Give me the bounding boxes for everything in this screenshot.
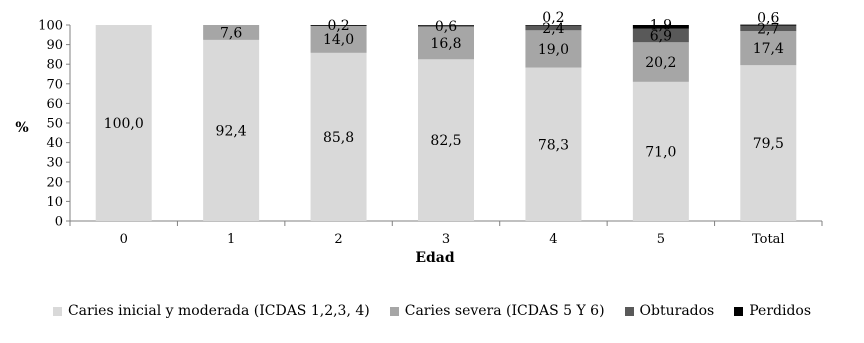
bar-segment — [632, 42, 689, 82]
y-tick-label: 90 — [46, 38, 63, 53]
data-label: 100,0 — [104, 116, 144, 132]
data-label: 0,6 — [435, 19, 457, 35]
data-label: 2,7 — [757, 21, 779, 37]
bar-segment — [525, 25, 582, 26]
x-tick-label: 3 — [442, 232, 450, 247]
bar-segment — [310, 25, 367, 53]
y-tick-label: 80 — [46, 58, 63, 73]
bar-segment — [310, 25, 367, 26]
legend-item: Perdidos — [734, 303, 811, 319]
bars — [95, 24, 797, 222]
data-label: 16,8 — [430, 36, 461, 52]
chart-legend: Caries inicial y moderada (ICDAS 1,2,3, … — [0, 297, 864, 325]
bar-segment — [740, 24, 797, 26]
x-tick-label: 1 — [227, 232, 235, 247]
data-label: 78,3 — [538, 137, 569, 153]
legend-item: Caries severa (ICDAS 5 Y 6) — [389, 303, 605, 319]
y-axis-title: % — [15, 120, 28, 136]
bar-segment — [740, 31, 797, 66]
legend-label: Obturados — [639, 303, 715, 319]
bar-segment — [418, 25, 474, 27]
bar-segment — [95, 25, 152, 221]
data-label: 2,4 — [542, 21, 564, 37]
y-axis: 0 10 20 30 40 50 60 70 80 90 100 — [38, 19, 71, 230]
legend-item: Obturados — [624, 303, 715, 319]
legend-label: Caries severa (ICDAS 5 Y 6) — [404, 303, 605, 319]
x-tick-label: 0 — [120, 232, 128, 247]
legend-swatch — [52, 306, 62, 316]
y-tick-label: 100 — [38, 19, 63, 34]
bar-segment — [525, 30, 582, 68]
bar-segment — [632, 28, 689, 43]
data-label: 79,5 — [753, 136, 784, 152]
y-tick-label: 60 — [46, 97, 63, 112]
legend-label: Perdidos — [749, 303, 812, 319]
legend-swatch — [389, 306, 399, 316]
bar-segment — [418, 59, 474, 221]
data-label: 20,2 — [645, 55, 676, 71]
data-label: 85,8 — [323, 130, 354, 146]
y-tick-label: 70 — [46, 77, 63, 92]
y-tick-label: 50 — [46, 117, 63, 132]
stacked-bar-chart: 0 10 20 30 40 50 60 70 80 90 100 0 1 2 3 4 5 Total 100,0… — [15, 10, 823, 266]
bar-segment — [740, 65, 797, 222]
legend-swatch — [624, 306, 634, 316]
legend-swatch — [734, 306, 744, 316]
x-axis: 0 1 2 3 4 5 Total — [69, 220, 823, 247]
x-axis-title: Edad — [415, 250, 455, 266]
x-tick-label: 4 — [549, 232, 557, 247]
y-tick-label: 40 — [46, 136, 63, 151]
data-label: 6,9 — [650, 28, 672, 44]
bar-segment — [525, 25, 582, 31]
data-label: 1,9 — [650, 17, 672, 33]
bar-segment — [740, 25, 797, 32]
data-label: 0,2 — [542, 10, 564, 26]
data-label: 14,0 — [323, 32, 354, 48]
bar-labels: 100,0 92,47,685,814,00,282,516,80,678,319… — [104, 10, 784, 160]
y-tick-label: 10 — [46, 195, 63, 210]
x-tick-label: 5 — [657, 232, 665, 247]
x-tick-label: Total — [752, 232, 785, 247]
data-label: 19,0 — [538, 42, 569, 58]
data-label: 17,4 — [753, 41, 784, 57]
data-label: 71,0 — [645, 144, 676, 160]
data-label: 92,4 — [216, 123, 247, 139]
data-label: 0,2 — [327, 18, 349, 34]
bar-segment — [525, 67, 582, 221]
bar-segment — [632, 25, 689, 29]
y-tick-label: 20 — [46, 175, 63, 190]
bar-segment — [203, 39, 260, 222]
legend-label: Caries inicial y moderada (ICDAS 1,2,3, … — [67, 303, 370, 319]
y-tick-label: 0 — [55, 215, 63, 230]
x-tick-label: 2 — [334, 232, 342, 247]
y-tick-label: 30 — [46, 156, 63, 171]
data-label: 82,5 — [430, 133, 461, 149]
data-label: 7,6 — [220, 25, 242, 41]
bar-segment — [632, 81, 689, 221]
data-label: 0,6 — [757, 10, 779, 26]
bar-segment — [203, 25, 260, 40]
bar-segment — [418, 26, 474, 60]
legend-item: Caries inicial y moderada (ICDAS 1,2,3, … — [52, 303, 370, 319]
bar-segment — [310, 52, 367, 221]
